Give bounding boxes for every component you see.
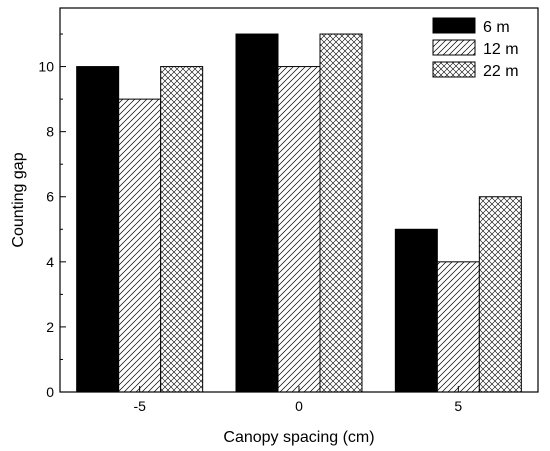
y-tick-label: 6 [46,189,54,205]
bar-22m--5 [160,66,204,393]
legend: 6 m 12 m 22 m [432,17,519,80]
bar-6m-5 [394,228,438,393]
bar-12m-5 [436,261,480,393]
legend-label: 6 m [483,19,510,36]
x-tick-label: 0 [295,398,303,414]
legend-swatch-22m [432,61,476,78]
y-tick-label: 10 [38,59,54,75]
x-axis-title: Canopy spacing (cm) [223,429,374,446]
bar-6m--5 [76,66,120,393]
y-axis-title: Counting gap [10,152,27,247]
bar-6m-0 [235,33,279,393]
legend-swatch-6m [432,17,476,34]
bar-12m-0 [277,66,321,393]
y-axis: 0 2 4 6 8 10 [38,33,66,400]
y-tick-label: 8 [46,124,54,140]
x-tick-label: 5 [454,398,462,414]
y-tick-label: 2 [46,319,54,335]
y-tick-label: 4 [46,254,54,270]
y-tick-label: 0 [46,384,54,400]
x-tick-label: -5 [133,398,146,414]
legend-label: 22 m [483,63,519,80]
bar-12m--5 [118,98,162,393]
legend-label: 12 m [483,41,519,58]
bar-22m-5 [478,196,522,393]
x-axis: -5 0 5 [133,386,462,414]
bar-22m-0 [319,33,363,393]
legend-swatch-12m [432,39,476,56]
bars-group [76,33,522,393]
